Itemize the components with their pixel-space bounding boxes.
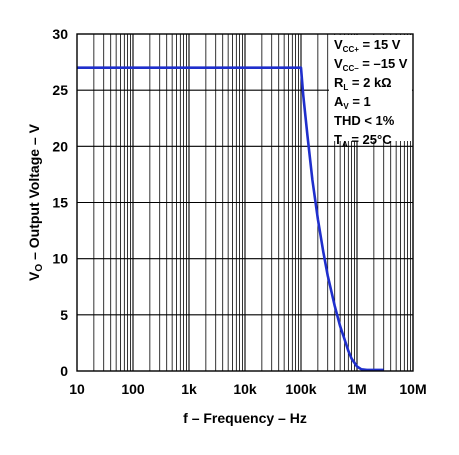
- condition-line: VCC+ = 15 V: [334, 37, 401, 54]
- x-tick-label: 1M: [347, 381, 366, 397]
- x-tick-label: 100k: [285, 381, 316, 397]
- y-tick-labels: 0 5 10 15 20 25 30: [52, 26, 68, 379]
- x-tick-label: 100: [121, 381, 145, 397]
- conditions-legend: VCC+ = 15 V VCC– = –15 V RL = 2 kΩ AV = 1 TH…: [334, 37, 408, 149]
- condition-line: THD < 1%: [334, 113, 395, 128]
- series-layer: [77, 66, 384, 372]
- series-line: [77, 66, 384, 372]
- y-tick-label: 30: [52, 26, 68, 42]
- condition-line: AV = 1: [334, 94, 371, 111]
- x-tick-label: 1k: [181, 381, 197, 397]
- condition-line: VCC– = –15 V: [334, 56, 408, 73]
- condition-line: RL = 2 kΩ: [334, 75, 392, 92]
- x-axis-title: f – Frequency – Hz: [183, 410, 307, 426]
- grid-lines: [77, 34, 413, 371]
- y-tick-label: 20: [52, 138, 68, 154]
- y-tick-label: 25: [52, 82, 68, 98]
- x-tick-label: 10k: [233, 381, 257, 397]
- y-tick-label: 5: [60, 307, 68, 323]
- y-tick-label: 10: [52, 251, 68, 267]
- conditions-box: [329, 35, 412, 141]
- x-tick-labels: 10 100 1k 10k 100k 1M 10M: [69, 381, 426, 397]
- condition-line: TA = 25°C: [334, 132, 392, 149]
- plot-frame: [76, 33, 414, 372]
- y-axis-title: VO – Output Voltage – V: [26, 123, 45, 281]
- y-tick-label: 0: [60, 363, 68, 379]
- y-tick-label: 15: [52, 195, 68, 211]
- x-tick-label: 10: [69, 381, 85, 397]
- x-tick-label: 10M: [399, 381, 426, 397]
